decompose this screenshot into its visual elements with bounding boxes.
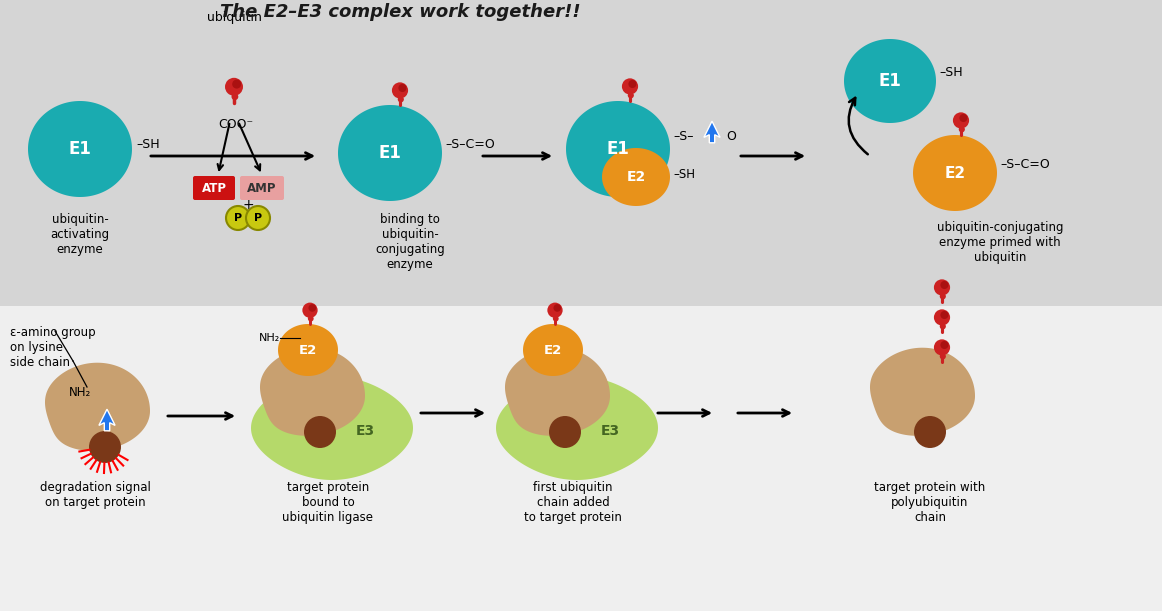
Text: NH₂: NH₂ (259, 333, 280, 343)
Polygon shape (913, 135, 997, 211)
Circle shape (940, 311, 948, 319)
Polygon shape (278, 324, 338, 376)
Text: E2: E2 (299, 343, 317, 356)
Circle shape (953, 112, 969, 128)
Text: +: + (242, 198, 253, 212)
Text: –S–C=O: –S–C=O (1000, 158, 1049, 172)
Polygon shape (28, 101, 132, 197)
Text: E2: E2 (544, 343, 562, 356)
Text: ε-amino group
on lysine
side chain: ε-amino group on lysine side chain (10, 326, 95, 369)
Circle shape (940, 281, 948, 289)
Polygon shape (870, 348, 975, 436)
Text: E2: E2 (945, 166, 966, 180)
Text: The E2–E3 complex work together!!: The E2–E3 complex work together!! (220, 3, 581, 21)
Circle shape (553, 304, 561, 312)
Text: target protein with
polyubiquitin
chain: target protein with polyubiquitin chain (874, 481, 985, 524)
FancyBboxPatch shape (241, 176, 284, 200)
Text: E1: E1 (607, 140, 630, 158)
Circle shape (308, 316, 314, 321)
Circle shape (627, 92, 634, 98)
Polygon shape (496, 376, 658, 480)
Circle shape (308, 304, 316, 312)
Text: E2: E2 (626, 170, 646, 184)
Text: –SH: –SH (136, 137, 159, 150)
Text: ubiquitin-
activating
enzyme: ubiquitin- activating enzyme (50, 213, 109, 256)
Circle shape (392, 82, 408, 98)
Bar (0, 306, 1162, 611)
Circle shape (304, 416, 336, 448)
Circle shape (225, 206, 250, 230)
Circle shape (960, 114, 968, 122)
Text: P: P (234, 213, 242, 223)
Circle shape (231, 93, 238, 100)
Circle shape (940, 293, 946, 299)
Polygon shape (523, 324, 583, 376)
Circle shape (553, 316, 559, 321)
Circle shape (934, 339, 951, 356)
Polygon shape (99, 409, 115, 431)
Circle shape (547, 302, 562, 318)
Circle shape (959, 126, 964, 133)
Circle shape (934, 309, 951, 326)
Polygon shape (338, 105, 442, 201)
Text: –SH: –SH (673, 167, 695, 180)
Text: AMP: AMP (248, 181, 277, 194)
Text: –SH: –SH (939, 67, 962, 79)
Text: E3: E3 (356, 424, 374, 438)
Circle shape (225, 78, 243, 96)
Text: –S–: –S– (673, 131, 694, 144)
Text: –S–C=O: –S–C=O (445, 139, 495, 152)
Text: E1: E1 (379, 144, 401, 162)
Text: P: P (254, 213, 263, 223)
Polygon shape (602, 148, 670, 206)
Text: ubiquitin: ubiquitin (207, 11, 261, 24)
Text: binding to
ubiquitin-
conjugating
enzyme: binding to ubiquitin- conjugating enzyme (375, 213, 445, 271)
Circle shape (940, 341, 948, 349)
Circle shape (232, 79, 242, 89)
Polygon shape (566, 101, 670, 197)
Circle shape (399, 84, 407, 92)
Text: NH₂: NH₂ (69, 387, 91, 400)
Text: O: O (726, 131, 736, 144)
FancyBboxPatch shape (193, 176, 235, 200)
Polygon shape (844, 39, 937, 123)
Circle shape (246, 206, 270, 230)
Circle shape (302, 302, 317, 318)
Circle shape (548, 416, 581, 448)
Text: ATP: ATP (201, 181, 227, 194)
Circle shape (622, 78, 638, 95)
Circle shape (940, 323, 946, 329)
Text: target protein
bound to
ubiquitin ligase: target protein bound to ubiquitin ligase (282, 481, 373, 524)
Polygon shape (45, 363, 150, 451)
Text: ubiquitin-conjugating
enzyme primed with
ubiquitin: ubiquitin-conjugating enzyme primed with… (937, 221, 1063, 264)
Polygon shape (505, 348, 610, 436)
Text: E1: E1 (69, 140, 92, 158)
Circle shape (89, 431, 121, 463)
Polygon shape (704, 121, 720, 143)
Text: degradation signal
on target protein: degradation signal on target protein (40, 481, 150, 509)
Text: E3: E3 (601, 424, 619, 438)
Circle shape (940, 353, 946, 359)
Circle shape (629, 80, 637, 88)
Text: first ubiquitin
chain added
to target protein: first ubiquitin chain added to target pr… (524, 481, 622, 524)
Circle shape (914, 416, 946, 448)
Bar (0, 0, 1162, 306)
Circle shape (397, 97, 404, 103)
Text: COO⁻: COO⁻ (218, 118, 253, 131)
Polygon shape (251, 376, 413, 480)
Circle shape (934, 279, 951, 296)
Text: E1: E1 (878, 72, 902, 90)
Polygon shape (260, 348, 365, 436)
